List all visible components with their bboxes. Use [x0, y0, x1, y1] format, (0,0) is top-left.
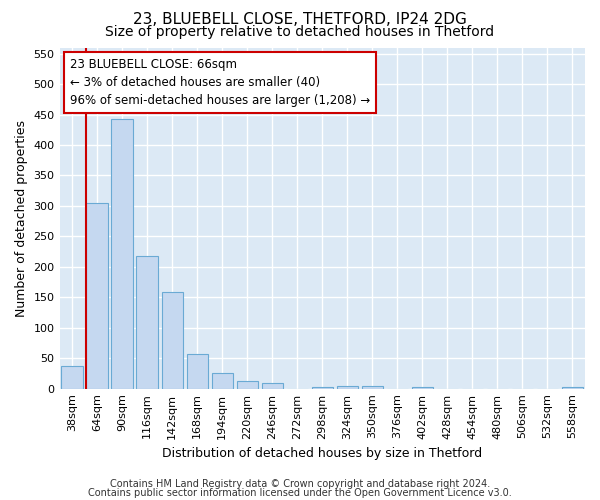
Text: 23, BLUEBELL CLOSE, THETFORD, IP24 2DG: 23, BLUEBELL CLOSE, THETFORD, IP24 2DG: [133, 12, 467, 28]
Bar: [86, 204, 108, 388]
Bar: [337, 386, 358, 388]
Bar: [362, 386, 383, 388]
Bar: [112, 119, 133, 388]
Bar: [412, 387, 433, 388]
Text: 23 BLUEBELL CLOSE: 66sqm
← 3% of detached houses are smaller (40)
96% of semi-de: 23 BLUEBELL CLOSE: 66sqm ← 3% of detache…: [70, 58, 370, 106]
X-axis label: Distribution of detached houses by size in Thetford: Distribution of detached houses by size …: [162, 447, 482, 460]
Bar: [161, 292, 183, 388]
Y-axis label: Number of detached properties: Number of detached properties: [15, 120, 28, 316]
Text: Contains HM Land Registry data © Crown copyright and database right 2024.: Contains HM Land Registry data © Crown c…: [110, 479, 490, 489]
Bar: [61, 366, 83, 388]
Bar: [212, 374, 233, 388]
Bar: [311, 387, 333, 388]
Bar: [262, 383, 283, 388]
Bar: [236, 382, 258, 388]
Text: Contains public sector information licensed under the Open Government Licence v3: Contains public sector information licen…: [88, 488, 512, 498]
Bar: [136, 256, 158, 388]
Bar: [187, 354, 208, 388]
Bar: [562, 387, 583, 388]
Text: Size of property relative to detached houses in Thetford: Size of property relative to detached ho…: [106, 25, 494, 39]
